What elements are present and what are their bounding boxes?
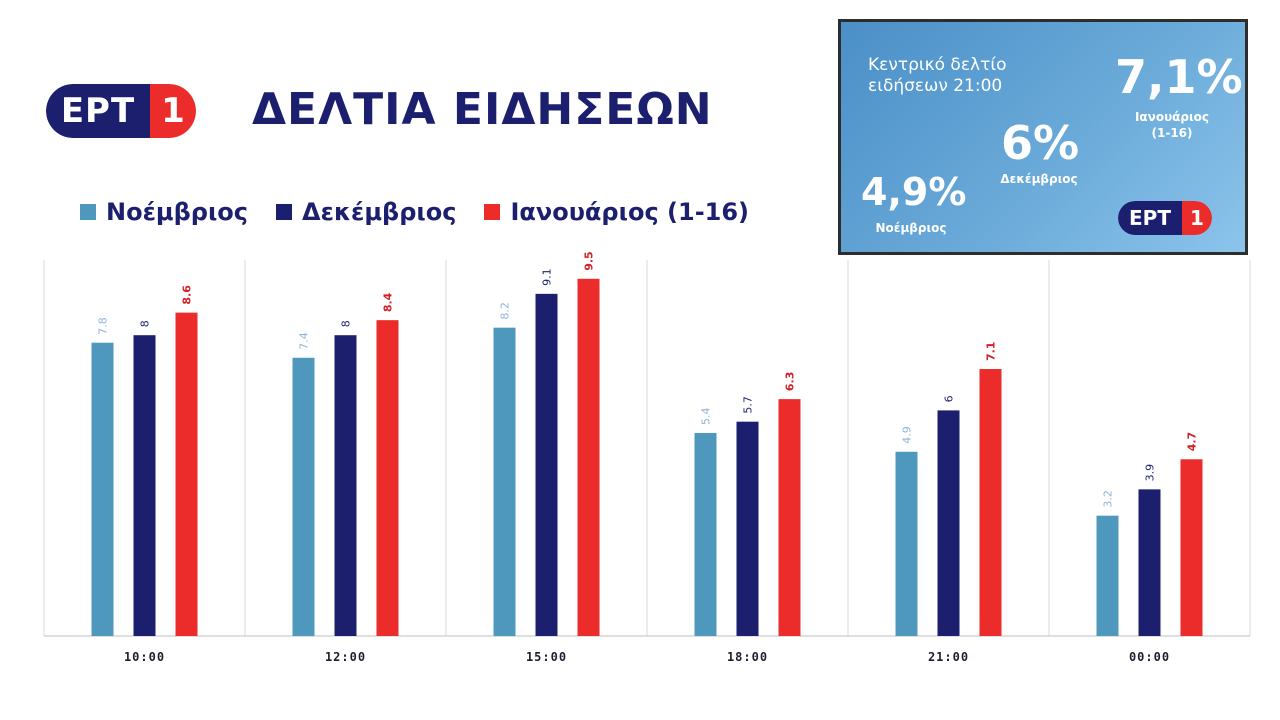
data-label: 8.2 — [499, 302, 512, 320]
x-tick-label: 10:00 — [124, 650, 165, 664]
data-label: 6.3 — [784, 372, 797, 392]
bar-dec — [334, 335, 357, 636]
card-nov-label: Νοέμβριος — [875, 221, 947, 235]
legend-swatch-dec — [276, 204, 293, 220]
legend-item-nov: Νοέμβριος — [80, 198, 248, 226]
logo-one-text: 1 — [150, 84, 196, 138]
bar-nov — [91, 342, 114, 636]
bar-nov — [694, 432, 717, 636]
card-nov-value: 4,9% — [861, 170, 967, 214]
data-label: 7.4 — [298, 332, 311, 350]
tv-screen-card: Κεντρικό δελτίο ειδήσεων 21:00 4,9% Νοέμ… — [838, 19, 1248, 255]
bar-jan — [778, 399, 801, 636]
bar-dec — [736, 421, 759, 636]
data-label: 5.4 — [700, 407, 713, 425]
page-title: ΔΕΛΤΙΑ ΕΙΔΗΣΕΩΝ — [252, 84, 713, 135]
data-label: 8 — [139, 320, 152, 327]
bar-dec — [1138, 489, 1161, 636]
logo-ert-text: ΕΡΤ — [46, 84, 150, 138]
data-label: 9.1 — [541, 268, 554, 286]
x-tick-label: 21:00 — [928, 650, 969, 664]
data-label: 7.1 — [985, 342, 998, 362]
x-tick-label: 15:00 — [526, 650, 567, 664]
legend-label-dec: Δεκέμβριος — [302, 198, 457, 226]
card-dec-value: 6% — [1001, 116, 1080, 170]
ert1-logo: ΕΡΤ 1 — [46, 84, 196, 138]
data-label: 4.7 — [1186, 432, 1199, 452]
bar-nov — [493, 327, 516, 636]
bar-dec — [937, 410, 960, 636]
legend-swatch-jan — [484, 204, 501, 220]
data-label: 3.2 — [1102, 490, 1115, 508]
card-jan-label-1: Ιανουάριος — [1134, 110, 1210, 124]
bar-dec — [133, 335, 156, 636]
card-dec-label: Δεκέμβριος — [1000, 172, 1078, 186]
card-jan-value: 7,1% — [1115, 50, 1243, 104]
card-logo-ert-text: ΕΡΤ — [1118, 201, 1182, 235]
legend-item-jan: Ιανουάριος (1-16) — [484, 198, 749, 226]
card-title: Κεντρικό δελτίο ειδήσεων 21:00 — [868, 55, 1007, 96]
data-label: 7.8 — [97, 317, 110, 335]
card-logo-one-text: 1 — [1182, 201, 1212, 235]
legend-label-jan: Ιανουάριος (1-16) — [510, 198, 750, 226]
bar-jan — [577, 278, 600, 636]
data-label: 8.6 — [181, 285, 194, 305]
legend-item-dec: Δεκέμβριος — [276, 198, 456, 226]
bar-dec — [535, 293, 558, 636]
bar-jan — [175, 312, 198, 636]
data-label: 8.4 — [382, 292, 395, 312]
bar-jan — [979, 369, 1002, 636]
data-label: 4.9 — [901, 426, 914, 444]
data-label: 3.9 — [1144, 464, 1157, 482]
bar-nov — [292, 357, 315, 636]
bar-jan — [1180, 459, 1203, 636]
x-tick-label: 12:00 — [325, 650, 366, 664]
legend-label-nov: Νοέμβριος — [106, 198, 249, 226]
data-label: 9.5 — [583, 251, 596, 271]
data-label: 8 — [340, 320, 353, 327]
x-tick-label: 18:00 — [727, 650, 768, 664]
bar-jan — [376, 320, 399, 636]
card-jan-label-2: (1-16) — [1151, 126, 1193, 140]
x-tick-label: 00:00 — [1129, 650, 1170, 664]
chart-legend: Νοέμβριος Δεκέμβριος Ιανουάριος (1-16) — [80, 198, 777, 226]
bar-nov — [1096, 515, 1119, 636]
data-label: 6 — [943, 395, 956, 402]
legend-swatch-nov — [80, 204, 96, 220]
data-label: 5.7 — [742, 396, 755, 414]
card-ert1-logo: ΕΡΤ 1 — [1118, 201, 1212, 235]
bar-nov — [895, 451, 918, 636]
